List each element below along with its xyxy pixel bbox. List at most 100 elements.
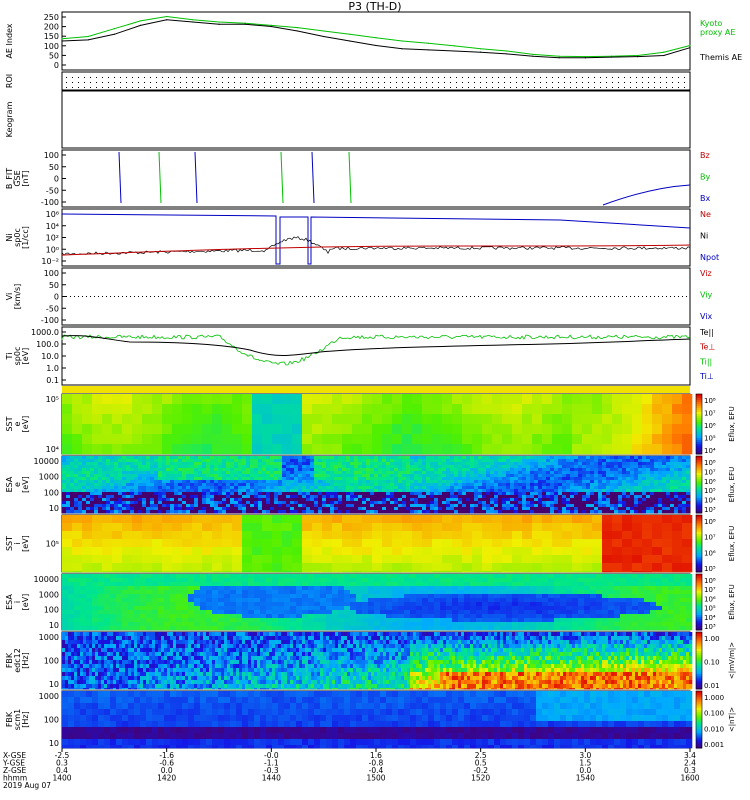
colorbar-cell [696,687,702,690]
spectrogram-cell [546,501,551,505]
spectrogram-cell [226,483,231,487]
spectrogram-cell [338,456,343,460]
spectrogram-cell [134,486,139,490]
colorbar-cell [696,459,702,463]
spectrogram-cell [566,468,571,472]
spectrogram-cell [194,456,199,460]
spectrogram-cell [474,495,479,499]
spectrogram-cell [202,498,207,502]
roi-dot [384,77,385,78]
spectrogram-cell [254,492,259,496]
spectrogram-cell [82,510,87,514]
spectrogram-cell [386,510,391,514]
spectrogram-cell [254,465,259,469]
spectrogram-cell [238,474,243,478]
spectrogram-cell [122,586,129,591]
spectrogram-cell [74,468,79,472]
spectrogram-cell [554,456,559,460]
colorbar-cell [696,461,702,465]
spectrogram-cell [186,468,191,472]
spectrogram-cell [482,462,487,466]
spectrogram-cell [402,515,413,524]
spectrogram-cell [566,495,571,499]
spectrogram-cell [574,486,579,490]
spectrogram-cell [458,483,463,487]
spectrogram-cell [502,459,507,463]
roi-dot [480,87,481,88]
spectrogram-cell [590,480,595,484]
spectrogram-cell [254,504,259,508]
spectrogram-cell [382,486,387,490]
spectrogram-cell [202,462,207,466]
roi-dot [666,82,667,83]
colorbar-tick-esa-i-1: 10⁷ [704,586,716,594]
spectrogram-cell [358,489,363,493]
spectrogram-cell [550,510,555,514]
roi-dot [108,87,109,88]
spectrogram-cell [154,495,159,499]
spectrogram-cell [350,510,355,514]
spectrogram-cell [462,459,467,463]
spectrogram-cell [308,586,315,591]
spectrogram-cell [554,483,559,487]
spectrogram-cell [614,468,619,472]
roi-dot [186,87,187,88]
spectrogram-cell [234,507,239,511]
spectrogram-cell [190,462,195,466]
spectrogram-cell [672,547,683,556]
spectrogram-cell [326,465,331,469]
spectrogram-cell [362,474,367,478]
spectrogram-cell [338,477,343,481]
spectrogram-cell [346,471,351,475]
spectrogram-cell [446,582,453,587]
spectrogram-cell [514,498,519,502]
spectrogram-cell [418,465,423,469]
spectrogram-cell [502,471,507,475]
spectrogram-cell [394,456,399,460]
spectrogram-cell [432,555,443,564]
ytick-ae-2: 150 [44,32,59,41]
spectrogram-cell [346,495,351,499]
spectrogram-cell [238,495,243,499]
roi-dot [114,87,115,88]
ylabel-sst-i-line2: [eV] [21,535,30,552]
spectrogram-cell [410,578,417,583]
spectrogram-cell [586,501,591,505]
spectrogram-cell [674,501,679,505]
spectrogram-cell [362,456,367,460]
spectrogram-cell [78,459,83,463]
spectrogram-cell [386,574,393,579]
spectrogram-cell [512,414,523,425]
spectrogram-cell [174,489,179,493]
spectrogram-cell [206,495,211,499]
spectrogram-cell [478,489,483,493]
roi-dot [354,77,355,78]
spectrogram-cell [590,483,595,487]
legend-vi-2: Vix [700,312,713,321]
colorbar-frame [695,455,703,514]
spectrogram-cell [322,414,333,425]
spectrogram-cell [98,468,103,472]
spectrogram-cell [130,477,135,481]
spectrogram-cell [122,424,133,435]
spectrogram-cell [242,486,247,490]
spectrogram-cell [538,501,543,505]
spectrogram-cell [458,492,463,496]
spectrogram-cell [590,456,595,460]
spectrogram-cell [62,424,73,435]
spectrogram-cell [518,501,523,505]
spectrogram-cell [538,477,543,481]
spectrogram-cell [654,483,659,487]
spectrogram-cell [522,434,533,445]
spectrogram-cell [606,498,611,502]
spectrogram-cell [454,486,459,490]
spectrogram-cell [198,480,203,484]
spectrogram-cell [434,489,439,493]
spectrogram-cell [170,477,175,481]
ae-point-0-17 [506,50,508,52]
spectrogram-cell [222,468,227,472]
spectrogram-cell [574,498,579,502]
spectrogram-cell [152,574,159,579]
spectrogram-cell [454,456,459,460]
spectrogram-cell [354,492,359,496]
